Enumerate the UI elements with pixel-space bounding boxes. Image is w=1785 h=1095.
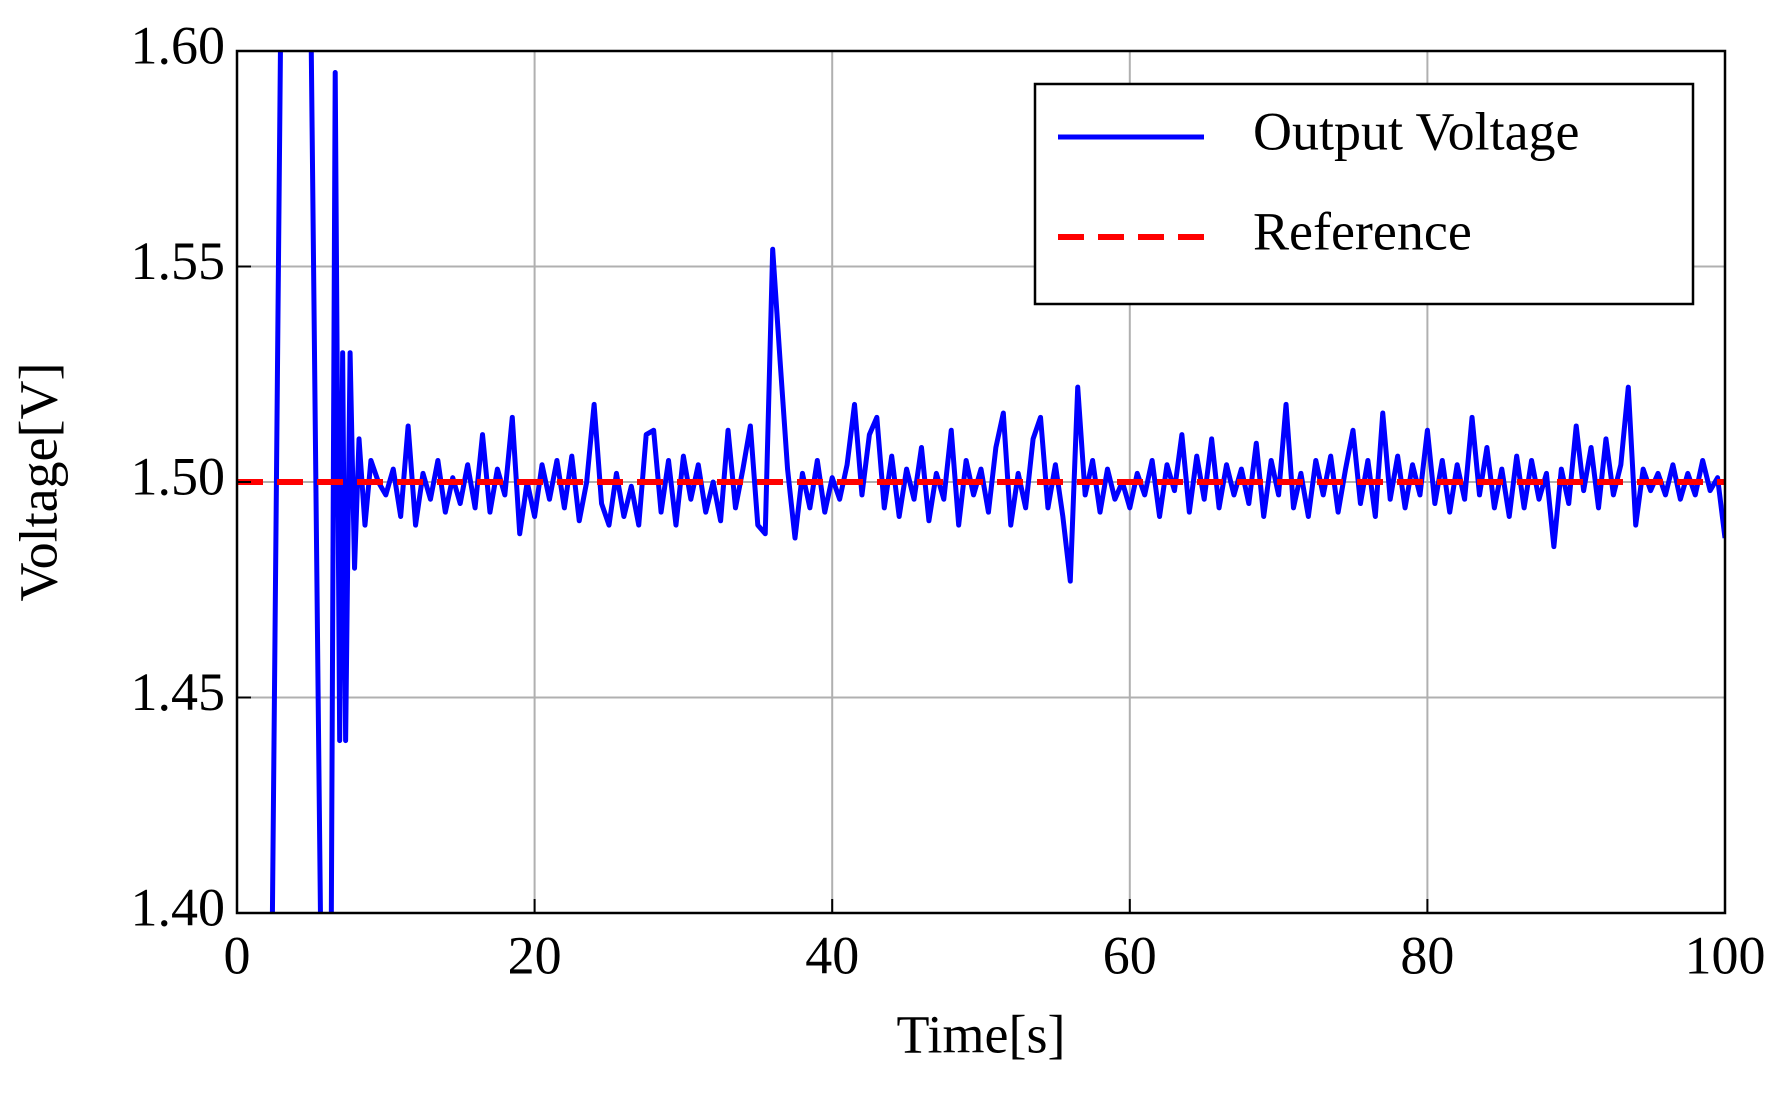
legend-label: Reference [1253,201,1472,261]
x-tick-label: 80 [1400,925,1454,985]
x-tick-label: 40 [805,925,859,985]
x-tick-label: 100 [1685,925,1766,985]
y-tick-label: 1.55 [131,231,226,291]
y-axis-label: Voltage[V] [8,363,68,602]
legend-label: Output Voltage [1253,101,1580,161]
ticks: 0 20 40 60 80 100 1.40 1.45 1.50 1.55 1.60 [131,15,1766,985]
y-tick-label: 1.60 [131,15,226,75]
x-axis-label: Time[s] [896,1004,1065,1064]
plot-lines [237,51,1725,913]
y-tick-label: 1.45 [131,662,226,722]
x-tick-label: 20 [508,925,562,985]
x-tick-label: 60 [1103,925,1157,985]
series-line [269,51,1725,913]
y-tick-label: 1.50 [131,446,226,506]
legend: Output Voltage Reference [1033,82,1695,306]
legend-frame [1033,82,1695,306]
y-tick-label: 1.40 [131,877,226,937]
x-tick-label: 0 [224,925,251,985]
